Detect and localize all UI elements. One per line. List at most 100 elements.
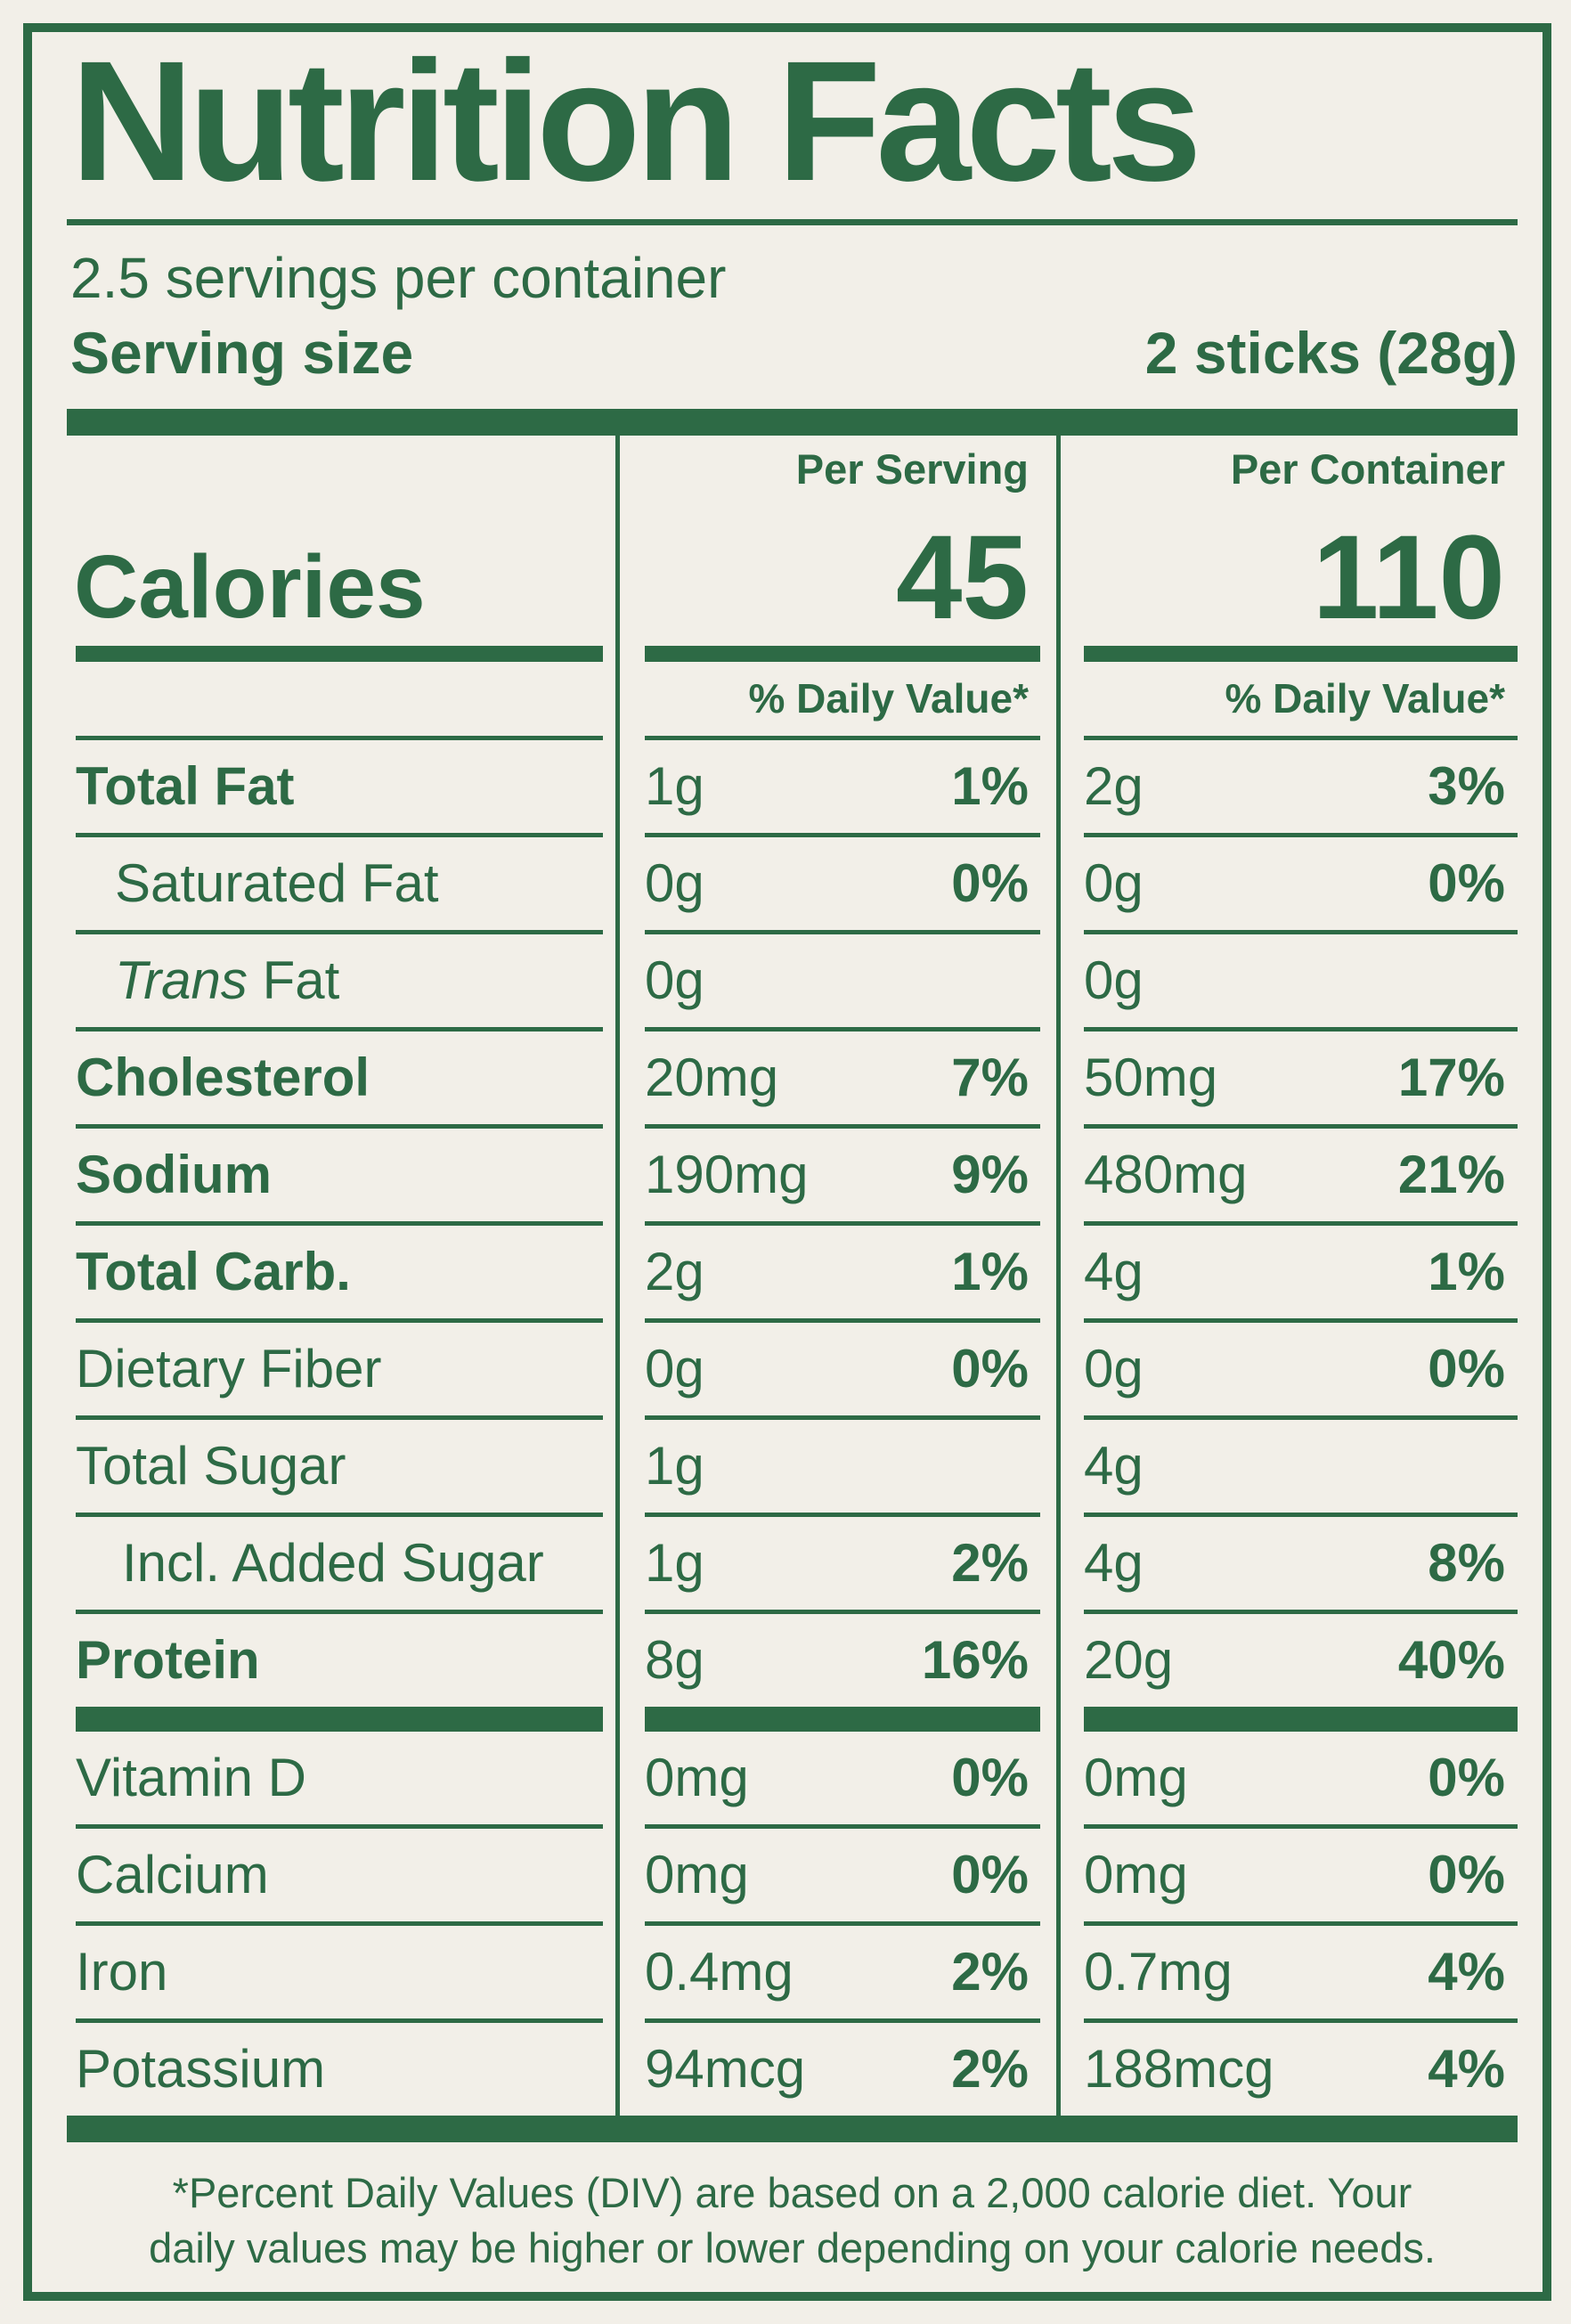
nutrient-name: Total Sugar: [67, 1439, 617, 1493]
row-divider: [67, 1706, 1518, 1732]
divider-segment: [76, 1823, 603, 1829]
per-container-cell: 4g 1%: [1058, 1244, 1518, 1299]
container-daily-value: 21%: [1397, 1144, 1505, 1204]
nutrition-table: Per Serving Per Container Calories 45 11…: [67, 409, 1518, 2142]
divider-segment: [1084, 1823, 1518, 1829]
per-container-header: Per Container: [1230, 445, 1505, 493]
container-amount: 0g: [1084, 950, 1144, 1010]
container-daily-value: 0%: [1428, 852, 1505, 913]
footnote-line-2: daily values may be higher or lower depe…: [149, 2223, 1436, 2271]
nutrient-name: Trans Fat: [67, 953, 617, 1007]
servings-per-container: 2.5 servings per container: [70, 246, 727, 310]
divider-segment: [76, 1026, 603, 1032]
per-container-cell: 4g: [1058, 1439, 1518, 1493]
serving-daily-value: 7%: [951, 1047, 1029, 1107]
title-rule: [67, 219, 1518, 225]
row-divider: [67, 1123, 1518, 1129]
column-header-spacer: [67, 446, 617, 493]
divider-segment: [645, 735, 1040, 740]
container-daily-value: 8%: [1428, 1532, 1505, 1593]
nutrient-name: Total Fat: [67, 759, 617, 813]
per-serving-cell: 1g: [617, 1439, 1058, 1493]
per-container-cell: 2g 3%: [1058, 755, 1518, 816]
nutrient-row: Calcium 0mg 0% 0mg 0%: [67, 1829, 1518, 1921]
per-container-cell: 50mg 17%: [1058, 1050, 1518, 1105]
divider-segment: [645, 1512, 1040, 1517]
column-divider-1: [615, 436, 620, 2116]
container-daily-value: 4%: [1428, 2038, 1505, 2099]
serving-amount: 190mg: [645, 1144, 809, 1204]
serving-amount: 1g: [645, 1435, 704, 1496]
per-serving-cell: 94mcg 2%: [617, 2042, 1058, 2096]
divider-segment: [645, 1706, 1040, 1732]
nutrient-name: Calcium: [67, 1844, 617, 1904]
row-divider: [67, 1920, 1518, 1926]
serving-daily-value: 1%: [951, 755, 1029, 816]
per-serving-cell: 0.4mg 2%: [617, 1945, 1058, 1999]
row-divider: [67, 2018, 1518, 2023]
nutrient-name-text: Fat: [247, 950, 340, 1010]
container-daily-value: 4%: [1428, 1941, 1505, 2002]
divider-segment: [76, 1706, 603, 1732]
container-daily-value: 3%: [1428, 755, 1505, 816]
serving-amount: 1g: [645, 1532, 704, 1593]
nutrient-name-text: Incl. Added Sugar: [122, 1532, 544, 1593]
divider-segment: [645, 1415, 1040, 1420]
divider-segment: [1084, 1920, 1518, 1926]
serving-daily-value: 2%: [951, 1532, 1029, 1593]
nutrient-name-text: Potassium: [76, 2038, 326, 2099]
divider-segment: [1084, 1026, 1518, 1032]
divider-segment: [645, 646, 1040, 663]
nutrient-name-text: Calcium: [76, 1844, 269, 1904]
divider-segment: [76, 832, 603, 837]
nutrient-name-text: Sodium: [76, 1144, 272, 1204]
serving-daily-value: 0%: [951, 1338, 1029, 1398]
nutrient-rows: Total Fat 1g 1% 2g 3% Saturated Fat 0g 0…: [67, 740, 1518, 2116]
calories-row: Calories 45 110: [67, 493, 1518, 644]
container-amount: 20g: [1084, 1629, 1174, 1690]
label-content: Nutrition Facts 2.5 servings per contain…: [67, 36, 1518, 2276]
per-serving-cell: 8g 16%: [617, 1633, 1058, 1687]
nutrient-row: Protein 8g 16% 20g 40%: [67, 1614, 1518, 1707]
container-amount: 0mg: [1084, 1844, 1188, 1904]
nutrient-name: Vitamin D: [67, 1747, 617, 1807]
container-amount: 0.7mg: [1084, 1941, 1233, 2002]
serving-daily-value: 1%: [951, 1241, 1029, 1301]
divider-segment: [76, 1123, 603, 1129]
serving-amount: 0mg: [645, 1747, 749, 1807]
serving-size-value: 2 sticks (28g): [1144, 320, 1518, 387]
nutrient-row: Total Sugar 1g 4g: [67, 1420, 1518, 1513]
nutrient-name-text: Saturated Fat: [115, 852, 439, 913]
nutrient-name-text: Vitamin D: [76, 1747, 306, 1807]
per-container-cell: 0g 0%: [1058, 852, 1518, 913]
daily-value-header-serving: % Daily Value*: [748, 675, 1030, 722]
nutrient-name-text: Total Carb.: [76, 1241, 351, 1301]
per-serving-cell: 0g: [617, 953, 1058, 1007]
divider-segment: [76, 2018, 603, 2023]
serving-daily-value: 0%: [951, 852, 1029, 913]
nutrient-name: Protein: [67, 1633, 617, 1687]
container-daily-value: 0%: [1428, 1338, 1505, 1398]
divider-segment: [76, 1415, 603, 1420]
nutrient-name-text: Dietary Fiber: [76, 1338, 382, 1398]
container-amount: 0mg: [1084, 1747, 1188, 1807]
row-divider: [67, 929, 1518, 934]
divider-segment: [76, 1317, 603, 1323]
per-serving-cell: 2g 1%: [617, 1241, 1058, 1301]
column-divider-2: [1056, 436, 1061, 2116]
serving-amount: 0g: [645, 852, 704, 913]
divider-segment: [645, 2018, 1040, 2023]
nutrient-row: Trans Fat 0g 0g: [67, 934, 1518, 1027]
divider-segment: [645, 929, 1040, 934]
calories-per-serving: 45: [895, 510, 1029, 644]
nutrient-name: Sodium: [67, 1144, 617, 1204]
nutrient-row: Incl. Added Sugar 1g 2% 4g 8%: [67, 1517, 1518, 1610]
container-amount: 480mg: [1084, 1144, 1248, 1204]
divider-segment: [645, 1123, 1040, 1129]
nutrient-name-text: Cholesterol: [76, 1047, 370, 1107]
divider-segment: [1084, 2018, 1518, 2023]
per-container-cell: 4g 8%: [1058, 1532, 1518, 1593]
divider-segment: [645, 1220, 1040, 1226]
divider-segment: [1084, 832, 1518, 837]
